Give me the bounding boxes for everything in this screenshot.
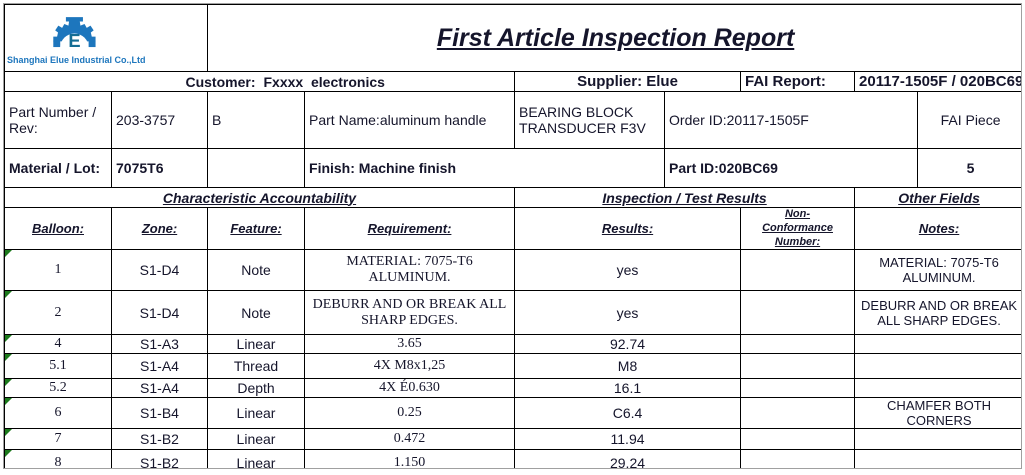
svg-text:E: E <box>68 30 80 51</box>
